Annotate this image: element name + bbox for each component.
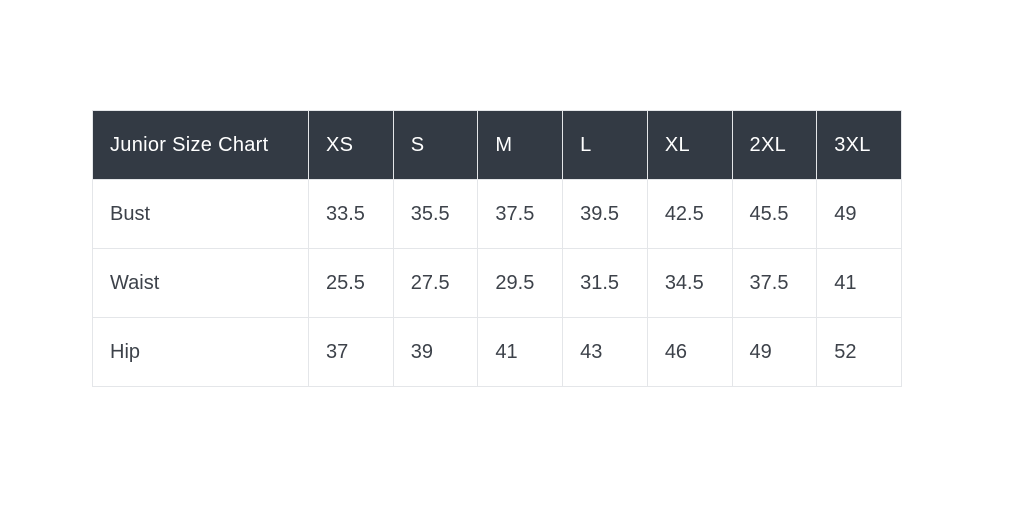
row-label-hip: Hip	[92, 317, 309, 387]
header-cell-s: S	[392, 110, 479, 180]
value-cell-bust-l: 39.5	[562, 179, 648, 249]
value-cell-bust-2xl: 45.5	[731, 179, 818, 249]
table-title-cell: Junior Size Chart	[92, 110, 309, 180]
table-body: Bust 33.5 35.5 37.5 39.5 42.5 45.5 49 Wa…	[92, 179, 902, 387]
value-cell-hip-xs: 37	[308, 317, 394, 387]
header-cell-l: L	[562, 110, 648, 180]
header-cell-m: M	[477, 110, 564, 180]
value-cell-waist-xs: 25.5	[308, 248, 394, 318]
junior-size-chart-table: Junior Size Chart XS S M L XL 2XL 3XL Bu…	[92, 110, 902, 387]
table-row-bust: Bust 33.5 35.5 37.5 39.5 42.5 45.5 49	[92, 179, 902, 249]
row-label-bust: Bust	[92, 179, 309, 249]
value-cell-bust-xl: 42.5	[646, 179, 733, 249]
value-cell-bust-xs: 33.5	[308, 179, 394, 249]
row-label-waist: Waist	[92, 248, 309, 318]
value-cell-waist-l: 31.5	[562, 248, 648, 318]
value-cell-hip-3xl: 52	[816, 317, 902, 387]
value-cell-hip-m: 41	[477, 317, 564, 387]
value-cell-waist-2xl: 37.5	[731, 248, 818, 318]
value-cell-waist-s: 27.5	[392, 248, 479, 318]
value-cell-hip-2xl: 49	[731, 317, 818, 387]
header-cell-xs: XS	[308, 110, 394, 180]
table-header: Junior Size Chart XS S M L XL 2XL 3XL	[92, 110, 902, 180]
value-cell-hip-s: 39	[392, 317, 479, 387]
value-cell-bust-m: 37.5	[477, 179, 564, 249]
header-row: Junior Size Chart XS S M L XL 2XL 3XL	[92, 110, 902, 180]
table-row-waist: Waist 25.5 27.5 29.5 31.5 34.5 37.5 41	[92, 248, 902, 318]
table-row-hip: Hip 37 39 41 43 46 49 52	[92, 317, 902, 387]
value-cell-waist-m: 29.5	[477, 248, 564, 318]
header-cell-2xl: 2XL	[731, 110, 818, 180]
value-cell-bust-s: 35.5	[392, 179, 479, 249]
header-cell-3xl: 3XL	[816, 110, 902, 180]
header-cell-xl: XL	[646, 110, 733, 180]
value-cell-waist-3xl: 41	[816, 248, 902, 318]
value-cell-waist-xl: 34.5	[646, 248, 733, 318]
value-cell-hip-l: 43	[562, 317, 648, 387]
value-cell-hip-xl: 46	[646, 317, 733, 387]
value-cell-bust-3xl: 49	[816, 179, 902, 249]
